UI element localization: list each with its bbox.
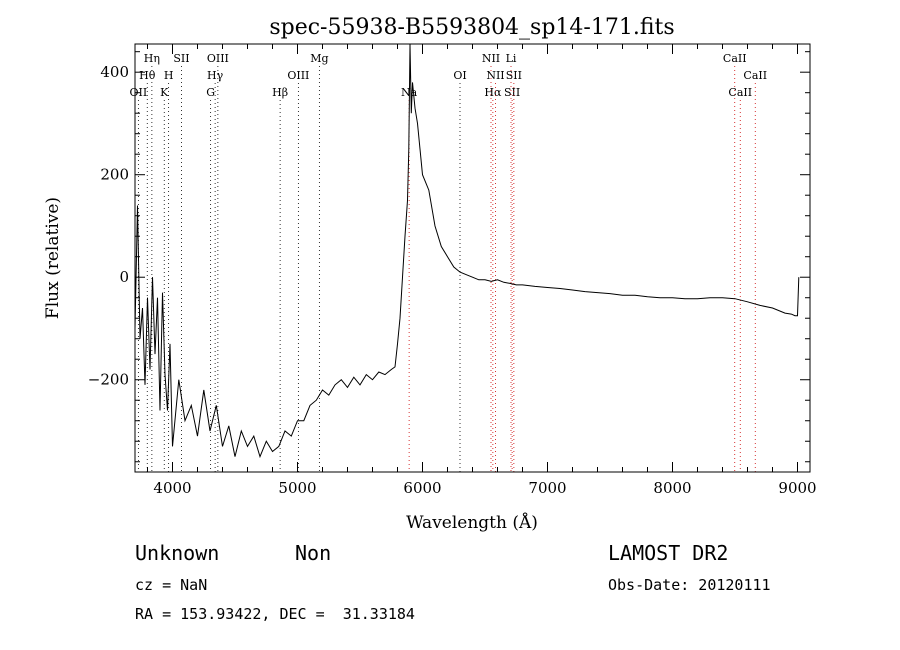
y-axis-label: Flux (relative) [43,197,63,319]
x-tick-label: 5000 [278,479,316,497]
line-marker-label: CaII [743,69,767,82]
x-axis-label: Wavelength (Å) [406,512,538,533]
line-marker-label: Hγ [207,69,224,82]
y-tick-label: −200 [88,371,129,389]
line-marker-label: H [164,69,174,82]
object-subclass: Non [295,541,332,565]
line-marker-label: Hη [144,52,160,65]
observation-date: Obs-Date: 20120111 [608,576,771,594]
line-marker-label: SII [506,69,522,82]
line-marker-label: NII [486,69,504,82]
chart-title: spec-55938-B5593804_sp14-171.fits [269,15,674,40]
line-marker-label: OI [453,69,466,82]
line-marker-label: OIII [287,69,309,82]
y-tick-label: 0 [119,268,129,286]
x-tick-label: 4000 [153,479,191,497]
spectral-line-markers: OIIHθHηKHSIIGHγOIIIHβOIIIMgNaOINIIHαNIIL… [130,52,767,472]
line-marker-label: NII [482,52,500,65]
spectrum-series-line [134,43,800,459]
line-marker-label: Hβ [272,86,288,99]
axis-ticks: 4000 5000 6000 7000 8000 9000 −200 0 200 400 [88,44,817,497]
x-tick-label: 8000 [653,479,691,497]
survey-name: LAMOST DR2 [608,541,729,565]
coordinates: RA = 153.93422, DEC = 31.33184 [135,605,415,623]
line-marker-label: SII [173,52,189,65]
x-tick-label: 6000 [403,479,441,497]
x-tick-label: 7000 [528,479,566,497]
line-marker-label: CaII [728,86,752,99]
line-marker-label: Li [506,52,517,65]
line-marker-label: CaII [723,52,747,65]
line-marker-label: K [160,86,169,99]
redshift-cz: cz = NaN [135,576,208,594]
x-tick-label: 9000 [778,479,816,497]
y-tick-label: 400 [100,63,129,81]
y-tick-label: 200 [100,166,129,184]
line-marker-label: Mg [310,52,328,65]
object-class: Unknown [135,541,220,565]
line-marker-label: OIII [207,52,229,65]
line-marker-label: G [206,86,215,99]
plot-frame [134,43,811,473]
line-marker-label: Hθ [139,69,156,82]
line-marker-label: Hα [484,86,502,99]
line-marker-label: SII [504,86,520,99]
